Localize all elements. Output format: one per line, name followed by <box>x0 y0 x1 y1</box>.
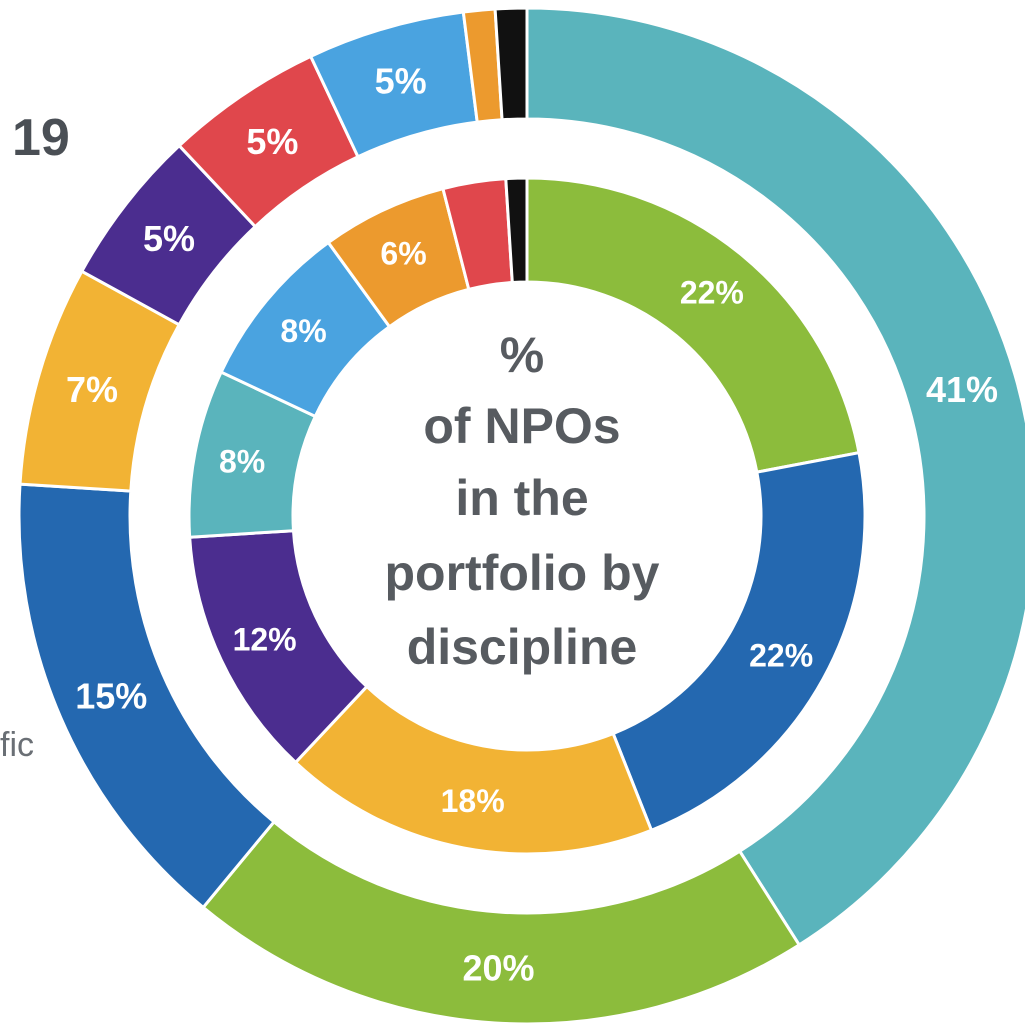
center-label: % of NPOs in the portfolio by discipline <box>385 327 660 675</box>
outer-slice-label-2: 15% <box>75 675 147 716</box>
center-label-line: discipline <box>407 619 638 675</box>
center-label-line: of NPOs <box>423 398 620 454</box>
inner-slice-label-0: 22% <box>680 275 744 311</box>
outer-slice-8 <box>493 6 529 122</box>
inner-slice-label-1: 22% <box>749 638 813 674</box>
outer-ring: 41% 20% 15% 7% 5% 5% 5% <box>17 6 1025 1023</box>
center-label-line: in the <box>455 470 588 526</box>
outer-slice-0 <box>525 6 1025 947</box>
outer-slice-label-3: 7% <box>66 369 118 410</box>
cropped-heading-fragment: 19 <box>12 109 70 167</box>
inner-slice-label-3: 12% <box>233 621 297 657</box>
center-label-line: % <box>500 327 544 383</box>
inner-slice-label-2: 18% <box>441 783 505 819</box>
outer-slice-label-0: 41% <box>926 369 998 410</box>
inner-ring: 22% 22% 18% 12% 8% 8% 6% <box>187 176 867 856</box>
inner-slice-8 <box>504 176 529 285</box>
outer-slice-label-4: 5% <box>143 218 195 259</box>
inner-slice-0 <box>525 176 861 474</box>
center-label-line: portfolio by <box>385 545 660 601</box>
outer-slice-label-5: 5% <box>246 121 298 162</box>
inner-slice-label-5: 8% <box>280 313 326 349</box>
outer-slice-label-1: 20% <box>463 948 535 989</box>
inner-slice-2 <box>293 684 654 856</box>
inner-slice-label-4: 8% <box>219 444 265 480</box>
cropped-legend-fragment: fic <box>0 726 34 764</box>
inner-slice-1 <box>611 450 867 833</box>
outer-slice-label-6: 5% <box>375 60 427 101</box>
inner-slice-label-6: 6% <box>380 236 426 272</box>
